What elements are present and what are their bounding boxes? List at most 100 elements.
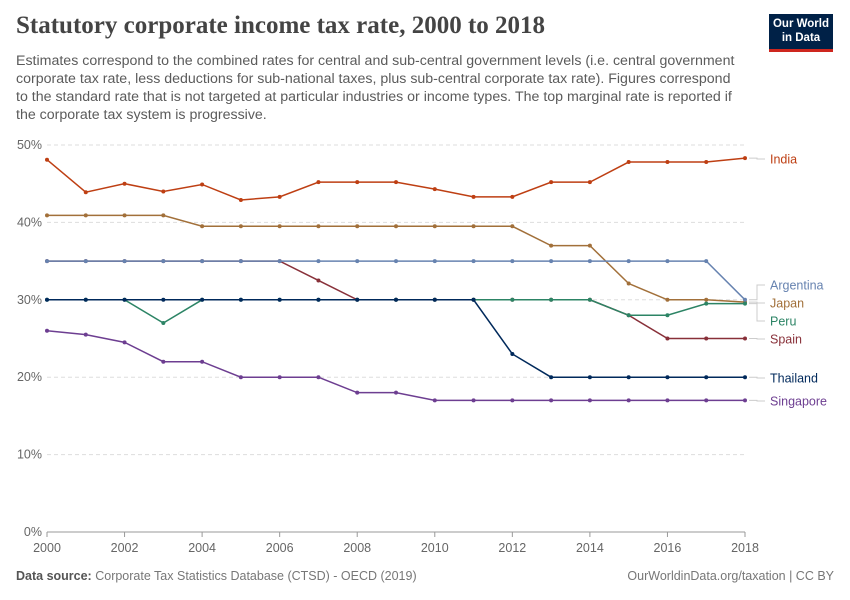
legend-connector	[749, 301, 765, 304]
data-point	[277, 375, 282, 380]
data-point	[665, 259, 670, 264]
legend-connector	[749, 338, 765, 340]
data-point	[665, 297, 670, 302]
x-tick-label: 2008	[343, 541, 371, 555]
data-point	[471, 194, 476, 199]
data-point	[45, 297, 49, 302]
legend-connector	[749, 284, 765, 301]
data-point	[510, 224, 515, 229]
data-point	[549, 398, 554, 403]
data-point	[277, 297, 282, 302]
data-point	[394, 259, 398, 264]
data-point	[704, 336, 709, 341]
data-point	[665, 313, 670, 318]
data-point	[122, 213, 127, 218]
data-point	[587, 375, 592, 380]
data-point	[626, 281, 631, 286]
data-point	[277, 259, 282, 264]
series-line-india	[46, 157, 746, 201]
data-point	[549, 297, 554, 302]
x-tick-label: 2018	[731, 541, 759, 555]
data-point	[394, 180, 398, 185]
legend-label-thailand: Thailand	[770, 372, 818, 386]
data-point	[587, 180, 592, 185]
data-point	[704, 301, 709, 306]
series-line-thailand	[47, 299, 745, 378]
data-point	[45, 259, 49, 264]
legend-label-argentina: Argentina	[770, 279, 824, 293]
data-point	[316, 224, 321, 229]
legend-connector	[749, 376, 765, 379]
data-point	[355, 390, 360, 395]
data-point	[122, 259, 127, 264]
data-point	[355, 180, 360, 185]
data-point	[316, 297, 321, 302]
data-point	[626, 313, 631, 318]
data-point	[743, 297, 747, 302]
legend-label-spain: Spain	[770, 333, 802, 347]
x-tick-label: 2014	[576, 541, 604, 555]
data-point	[83, 190, 88, 195]
x-tick-label: 2010	[421, 541, 449, 555]
data-point	[355, 224, 360, 229]
data-point	[471, 398, 476, 403]
data-point	[510, 297, 515, 302]
data-point	[316, 278, 321, 283]
data-point	[704, 398, 709, 403]
data-point	[743, 156, 747, 161]
data-point	[432, 398, 437, 403]
data-point	[587, 243, 592, 248]
data-point	[587, 259, 592, 264]
chart-subtitle: Estimates correspond to the combined rat…	[16, 53, 735, 123]
data-point	[626, 398, 631, 403]
data-point	[549, 259, 554, 264]
data-point	[471, 259, 476, 264]
x-tick-label: 2016	[654, 541, 682, 555]
data-point	[549, 375, 554, 380]
data-point	[161, 297, 166, 302]
data-point	[161, 189, 166, 194]
data-point	[587, 398, 592, 403]
data-point	[665, 398, 670, 403]
data-point	[355, 297, 360, 302]
data-point	[432, 224, 437, 229]
data-point	[626, 259, 631, 264]
data-point	[316, 180, 321, 185]
data-point	[432, 259, 437, 264]
data-point	[238, 224, 243, 229]
data-point	[200, 297, 205, 302]
data-point	[238, 297, 243, 302]
series-line-japan	[47, 214, 746, 303]
credit-link[interactable]: OurWorldinData.org/taxation | CC BY	[627, 569, 834, 583]
data-point	[510, 259, 515, 264]
data-point	[704, 160, 709, 165]
data-point	[45, 328, 49, 333]
y-tick-label: 30%	[17, 293, 42, 307]
x-tick-label: 2012	[498, 541, 526, 555]
x-tick-label: 2004	[188, 541, 216, 555]
data-point	[83, 213, 88, 218]
data-point	[626, 375, 631, 380]
data-point	[510, 194, 515, 199]
data-point	[665, 160, 670, 165]
data-point	[122, 181, 127, 186]
x-tick-label: 2000	[33, 541, 61, 555]
data-point	[200, 259, 205, 264]
data-point	[277, 194, 282, 199]
series-line-peru	[47, 299, 745, 324]
data-point	[161, 321, 166, 326]
data-point	[122, 297, 127, 302]
x-tick-label: 2006	[266, 541, 294, 555]
legend-label-peru: Peru	[770, 315, 796, 329]
data-point	[45, 157, 49, 162]
y-tick-label: 20%	[17, 370, 42, 384]
data-point	[743, 375, 747, 380]
data-point	[122, 340, 127, 345]
data-point	[238, 375, 243, 380]
legend-label-singapore: Singapore	[770, 395, 827, 409]
data-point	[355, 259, 360, 264]
chart-title: Statutory corporate income tax rate, 200…	[16, 12, 546, 39]
data-point	[161, 213, 166, 218]
owid-logo[interactable]: Our World in Data	[769, 14, 833, 52]
